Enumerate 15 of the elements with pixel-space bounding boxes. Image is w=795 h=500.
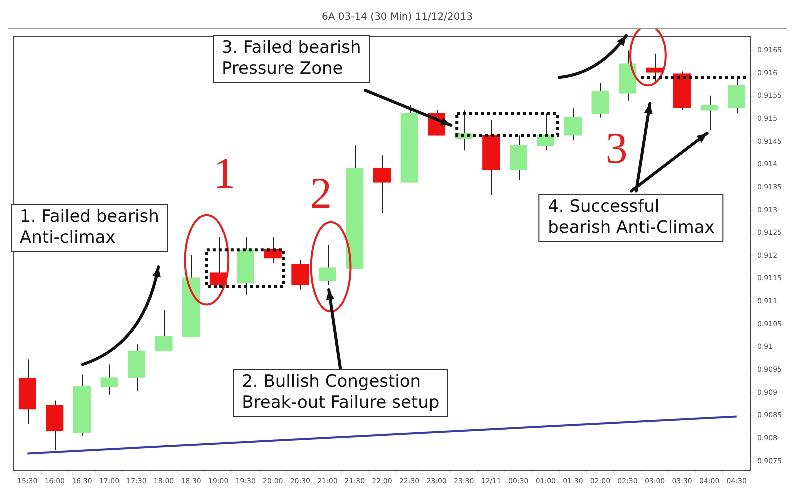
candlestick — [292, 260, 310, 290]
candlestick — [100, 364, 118, 396]
candlestick — [728, 77, 746, 114]
annotation: 3 — [606, 124, 628, 174]
candlestick — [700, 95, 718, 132]
candlestick — [592, 83, 610, 118]
annotation: 3. Failed bearish Pressure Zone — [212, 34, 370, 83]
candlestick — [510, 135, 528, 181]
annotation: 2 — [310, 169, 332, 218]
annotation: 1. Failed bearish Anti-climax — [11, 204, 168, 252]
annotation: 2. Bullish Congestion Break-out Failure setup — [233, 368, 449, 417]
annotation: 1 — [214, 149, 236, 198]
annotation: 4. Successful bearish Anti-Climax — [539, 194, 724, 242]
chart-title: 6A 03-14 (30 Min) 11/12/2013 — [8, 8, 787, 29]
candlestick — [646, 53, 664, 82]
